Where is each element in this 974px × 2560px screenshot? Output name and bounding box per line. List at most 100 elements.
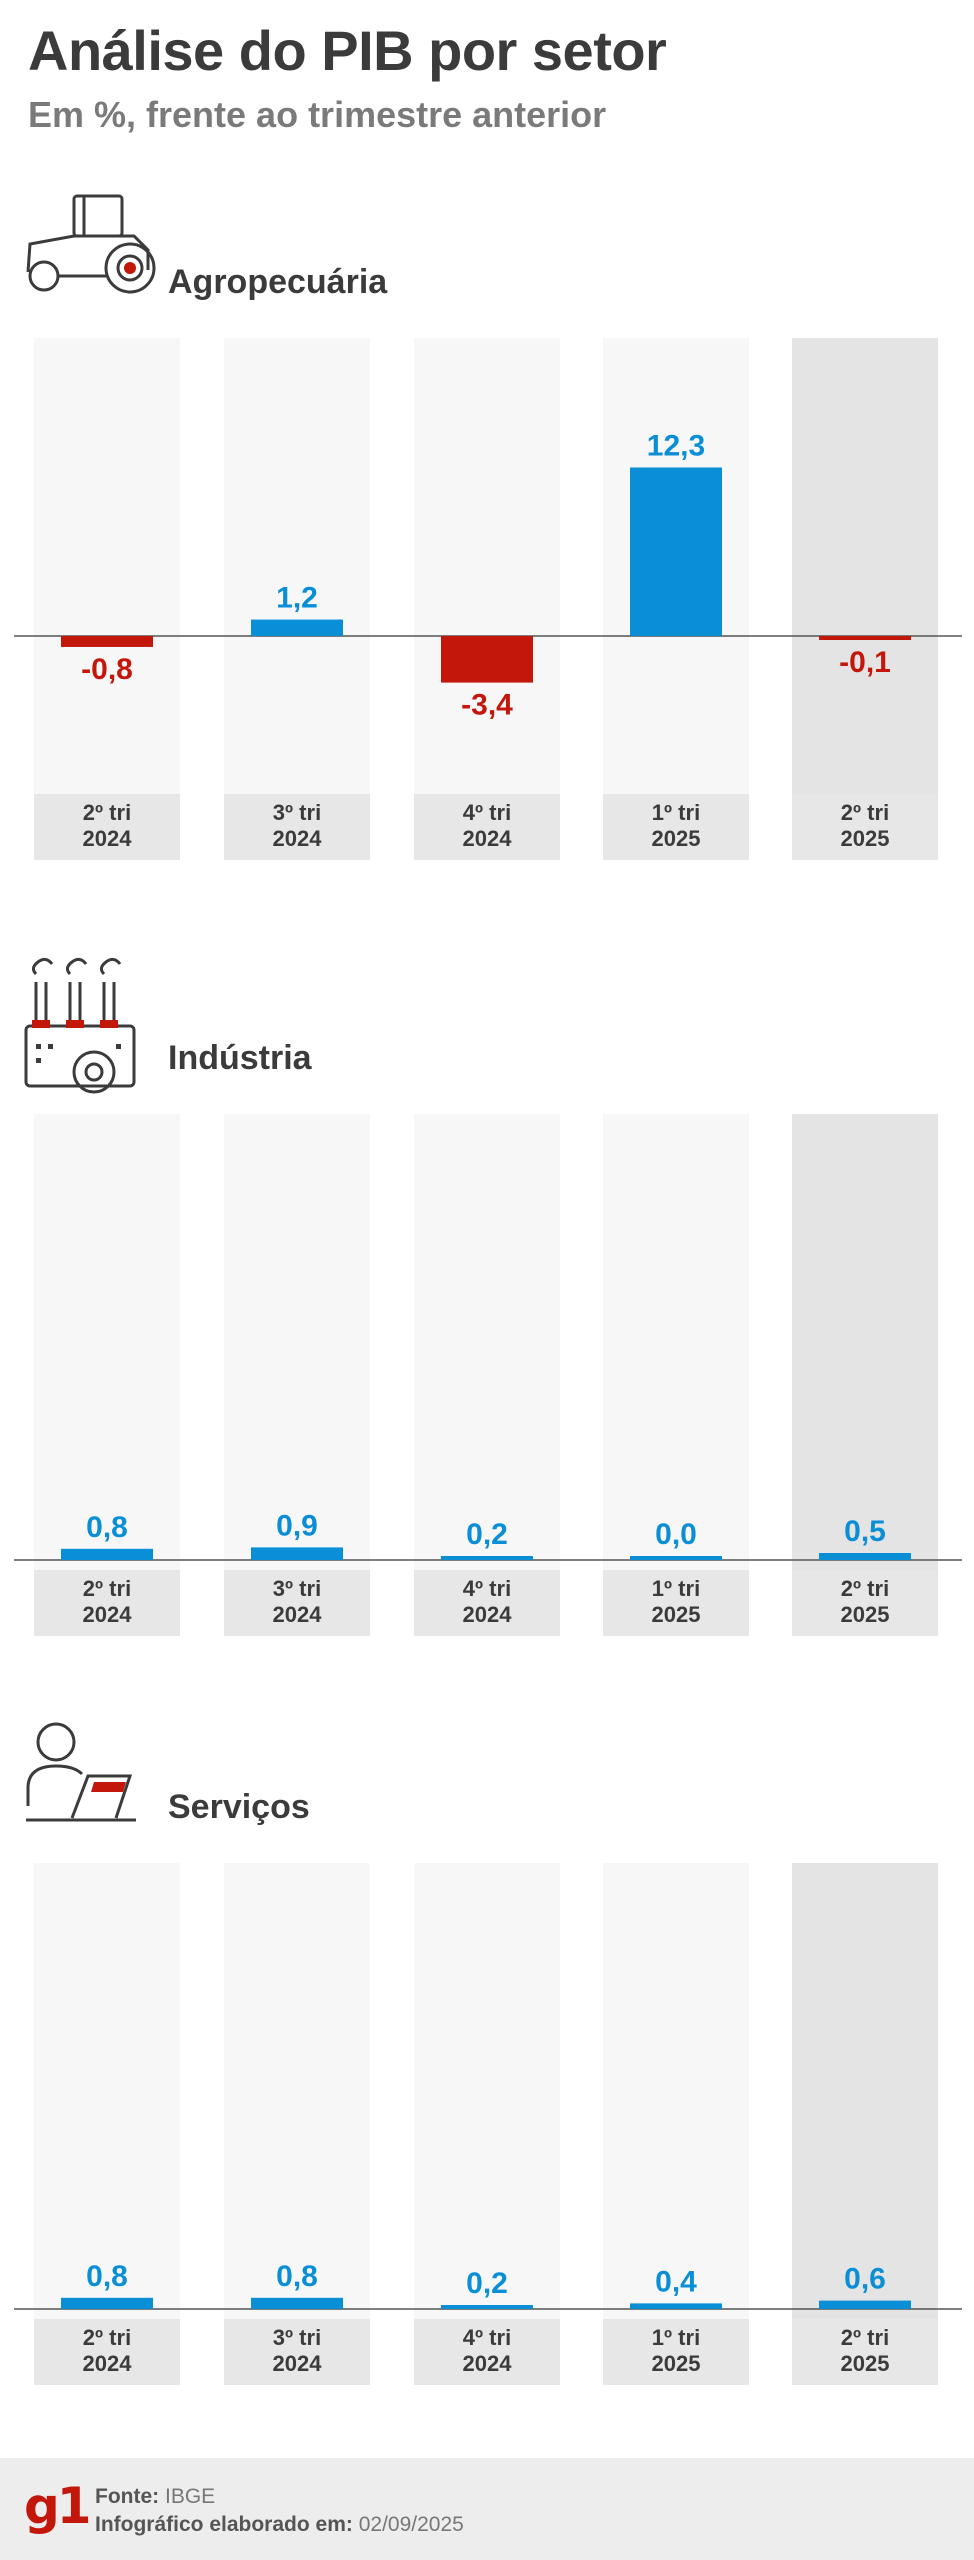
date-value: 02/09/2025 bbox=[358, 2513, 464, 2536]
category-label: 2025 bbox=[652, 1602, 701, 1627]
category-box bbox=[34, 2319, 180, 2385]
bar bbox=[61, 2297, 153, 2309]
factory-gear-icon bbox=[24, 957, 136, 1094]
value-label: 0,5 bbox=[844, 1515, 886, 1548]
category-label: 1º tri bbox=[652, 2325, 700, 2350]
value-label: -0,8 bbox=[81, 653, 133, 686]
category-label: 3º tri bbox=[273, 1576, 321, 1601]
column-bg bbox=[603, 1863, 749, 2385]
category-label: 2025 bbox=[652, 2351, 701, 2376]
category-box bbox=[414, 2319, 560, 2385]
value-label: -3,4 bbox=[461, 689, 513, 722]
category-label: 2025 bbox=[841, 826, 890, 851]
page-subtitle: Em %, frente ao trimestre anterior bbox=[28, 94, 607, 135]
column-bg bbox=[414, 1863, 560, 2385]
category-box bbox=[792, 1570, 938, 1636]
category-box bbox=[224, 1570, 370, 1636]
category-label: 2024 bbox=[463, 2351, 513, 2376]
category-box bbox=[603, 2319, 749, 2385]
value-label: 0,9 bbox=[276, 1509, 318, 1542]
category-box bbox=[414, 794, 560, 860]
bar bbox=[251, 2297, 343, 2309]
footer-date: Infográfico elaborado em: 02/09/2025 bbox=[95, 2512, 464, 2538]
category-label: 2º tri bbox=[83, 800, 131, 825]
category-label: 2º tri bbox=[83, 1576, 131, 1601]
category-box bbox=[34, 794, 180, 860]
category-label: 4º tri bbox=[463, 2325, 511, 2350]
column-bg bbox=[792, 1863, 938, 2385]
section-title-agropecuaria: Agropecuária bbox=[168, 263, 388, 301]
value-label: 1,2 bbox=[276, 582, 318, 615]
category-label: 3º tri bbox=[273, 2325, 321, 2350]
date-label: Infográfico elaborado em: bbox=[95, 2513, 353, 2536]
value-label: 12,3 bbox=[647, 429, 705, 462]
value-label: 0,8 bbox=[86, 2260, 128, 2293]
category-label: 2º tri bbox=[841, 2325, 889, 2350]
category-label: 2024 bbox=[273, 826, 323, 851]
value-label: 0,4 bbox=[655, 2265, 697, 2298]
page-title: Análise do PIB por setor bbox=[28, 19, 667, 82]
bar bbox=[819, 2300, 911, 2309]
bar bbox=[819, 636, 911, 640]
category-label: 2025 bbox=[841, 2351, 890, 2376]
category-label: 2º tri bbox=[83, 2325, 131, 2350]
category-box bbox=[224, 2319, 370, 2385]
category-box bbox=[792, 794, 938, 860]
value-label: 0,2 bbox=[466, 1518, 508, 1551]
bar bbox=[630, 2303, 722, 2309]
column-bg bbox=[414, 1114, 560, 1636]
bar bbox=[441, 1556, 533, 1560]
section-title-servicos: Serviços bbox=[168, 1788, 310, 1826]
column-bg bbox=[792, 1114, 938, 1636]
category-label: 1º tri bbox=[652, 800, 700, 825]
category-box bbox=[224, 794, 370, 860]
bar bbox=[441, 2305, 533, 2309]
bar bbox=[819, 1553, 911, 1560]
category-label: 4º tri bbox=[463, 800, 511, 825]
category-label: 2024 bbox=[463, 826, 513, 851]
value-label: -0,1 bbox=[839, 646, 891, 679]
category-label: 2024 bbox=[83, 1602, 133, 1627]
category-label: 4º tri bbox=[463, 1576, 511, 1601]
bar bbox=[251, 1547, 343, 1560]
column-bg bbox=[34, 338, 180, 860]
category-label: 2025 bbox=[841, 1602, 890, 1627]
value-label: 0,2 bbox=[466, 2267, 508, 2300]
value-label: 0,6 bbox=[844, 2263, 886, 2296]
category-label: 2024 bbox=[83, 2351, 133, 2376]
category-label: 2024 bbox=[273, 2351, 323, 2376]
category-box bbox=[603, 1570, 749, 1636]
bar bbox=[251, 619, 343, 636]
category-box bbox=[792, 2319, 938, 2385]
section-title-industria: Indústria bbox=[168, 1039, 312, 1077]
footer-source: Fonte: IBGE bbox=[95, 2484, 215, 2510]
bar bbox=[61, 636, 153, 647]
bar bbox=[441, 636, 533, 683]
bar bbox=[630, 467, 722, 636]
column-bg bbox=[792, 338, 938, 860]
value-label: 0,8 bbox=[276, 2260, 318, 2293]
bar bbox=[61, 1548, 153, 1560]
bar bbox=[630, 1556, 722, 1560]
value-label: 0,8 bbox=[86, 1511, 128, 1544]
tractor-icon bbox=[26, 194, 156, 294]
column-bg bbox=[603, 1114, 749, 1636]
source-label: Fonte: bbox=[95, 2485, 160, 2508]
column-bg bbox=[224, 338, 370, 860]
category-label: 2024 bbox=[463, 1602, 513, 1627]
category-label: 1º tri bbox=[652, 1576, 700, 1601]
category-label: 2024 bbox=[83, 826, 133, 851]
category-label: 2025 bbox=[652, 826, 701, 851]
category-label: 2024 bbox=[273, 1602, 323, 1627]
person-laptop-icon bbox=[26, 1722, 136, 1822]
category-box bbox=[603, 794, 749, 860]
category-box bbox=[34, 1570, 180, 1636]
footer: g1 Fonte: IBGE Infográfico elaborado em:… bbox=[0, 2458, 974, 2560]
source-value: IBGE bbox=[165, 2485, 216, 2508]
category-label: 3º tri bbox=[273, 800, 321, 825]
g1-logo: g1 bbox=[24, 2477, 92, 2535]
category-label: 2º tri bbox=[841, 800, 889, 825]
